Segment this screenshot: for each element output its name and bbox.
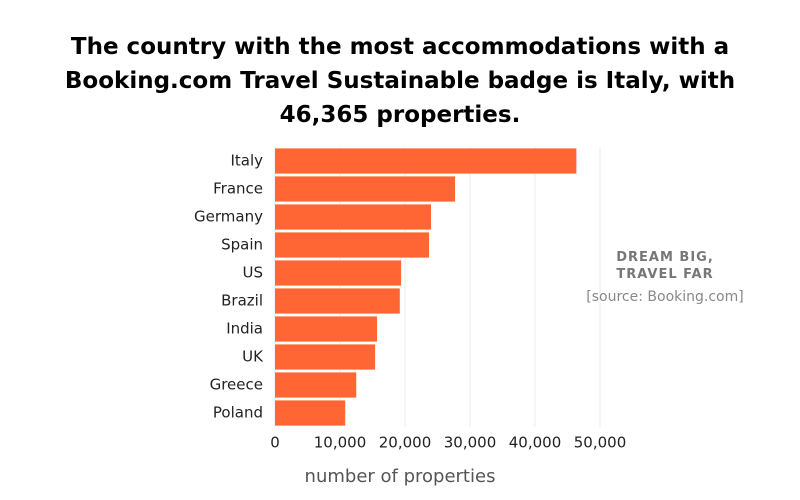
y-tick-label: France	[213, 180, 263, 198]
bar	[275, 148, 577, 174]
chart-title: The country with the most accommodations…	[64, 34, 736, 128]
x-tick-label: 10,000	[314, 434, 367, 452]
y-tick-label: Brazil	[221, 292, 263, 310]
bar	[275, 204, 431, 230]
y-tick-label: India	[226, 320, 263, 338]
x-tick-label: 30,000	[444, 434, 497, 452]
bar	[275, 176, 456, 202]
y-tick-label: UK	[242, 348, 264, 366]
bar	[275, 344, 376, 370]
x-tick-label: 20,000	[379, 434, 432, 452]
bar	[275, 372, 357, 398]
bar	[275, 232, 430, 258]
y-tick-label: Spain	[221, 236, 263, 254]
x-axis-label: number of properties	[305, 466, 496, 487]
source-note: [source: Booking.com]	[586, 289, 744, 305]
x-tick-label: 50,000	[574, 434, 627, 452]
y-tick-label: US	[242, 264, 263, 282]
bar	[275, 400, 346, 426]
y-tick-label: Germany	[194, 208, 263, 226]
y-tick-label: Greece	[210, 376, 263, 394]
bar	[275, 260, 402, 286]
x-tick-label: 0	[270, 434, 280, 452]
y-tick-label: Poland	[213, 404, 263, 422]
bar	[275, 316, 378, 342]
y-tick-label: Italy	[230, 152, 263, 170]
bar	[275, 288, 400, 314]
annotation: DREAM BIG, TRAVEL FAR	[616, 250, 714, 282]
x-tick-label: 40,000	[509, 434, 562, 452]
